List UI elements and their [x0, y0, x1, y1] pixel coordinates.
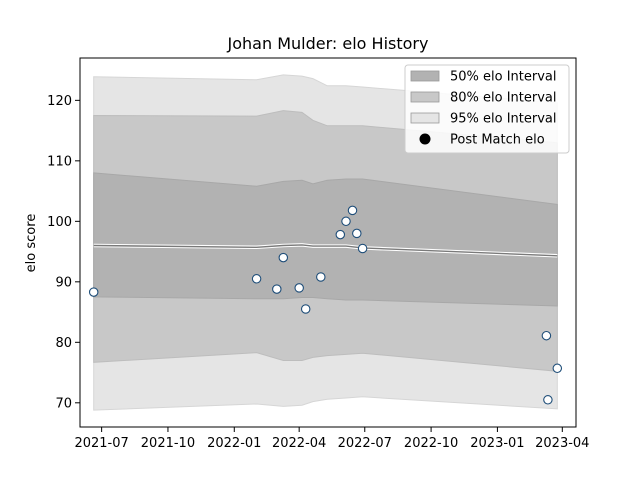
legend: 50% elo Interval 80% elo Interval 95% elo …: [404, 64, 570, 154]
legend-box: [404, 64, 570, 154]
legend-marker: [419, 133, 431, 145]
post-match-elo-point: [251, 274, 262, 284]
band-50-interval: [93, 172, 558, 307]
plot-area: [88, 74, 563, 411]
post-match-elo-point: [552, 363, 563, 374]
y-tick-label: 100: [47, 215, 72, 230]
x-tick-label: 2023-04: [535, 436, 589, 451]
legend-swatch: [410, 70, 440, 82]
mean-elo-line: [93, 244, 558, 257]
chart-title: Johan Mulder: elo History: [227, 34, 429, 53]
legend-label: 95% elo Interval: [450, 112, 557, 127]
y-tick-label: 120: [47, 94, 72, 109]
plot-frame: [79, 57, 577, 428]
post-match-elo-point: [316, 272, 326, 282]
x-tick-label: 2022-04: [272, 436, 326, 451]
post-match-elo-point: [347, 205, 358, 216]
y-tick-label: 90: [55, 275, 72, 290]
y-tick-label: 80: [55, 336, 72, 351]
y-tick-label: 110: [47, 154, 72, 169]
post-match-elo-point: [278, 252, 289, 263]
post-match-elo-point: [543, 395, 553, 405]
post-match-elo-point: [294, 283, 304, 293]
post-match-elo-point: [88, 287, 99, 297]
x-tick-label: 2022-10: [404, 436, 458, 451]
post-match-elo-point: [357, 243, 368, 254]
legend-label: Post Match elo: [450, 133, 545, 148]
x-tick-label: 2021-07: [74, 436, 128, 451]
x-tick-label: 2022-01: [207, 436, 261, 451]
legend-label: 50% elo Interval: [450, 70, 557, 85]
x-tick-label: 2022-07: [338, 436, 392, 451]
post-match-elo-point: [300, 304, 311, 314]
x-tick-label: 2023-01: [470, 436, 524, 451]
legend-label: 80% elo Interval: [450, 91, 557, 106]
y-axis: 70 80 90 100 110 120: [47, 94, 80, 411]
x-axis: 2021-07 2021-10 2022-01 2022-04 2022-07 2022-…: [74, 427, 589, 451]
y-axis-label: elo score: [24, 214, 39, 273]
post-match-elo-point: [541, 330, 552, 341]
post-match-elo-point: [272, 284, 282, 294]
y-tick-label: 70: [55, 396, 72, 411]
x-tick-label: 2021-10: [141, 436, 195, 451]
legend-swatch: [410, 112, 440, 124]
post-match-elo-point: [341, 216, 351, 227]
legend-swatch: [410, 91, 440, 103]
post-match-elo-point: [335, 229, 346, 240]
post-match-elo-point: [352, 228, 362, 239]
